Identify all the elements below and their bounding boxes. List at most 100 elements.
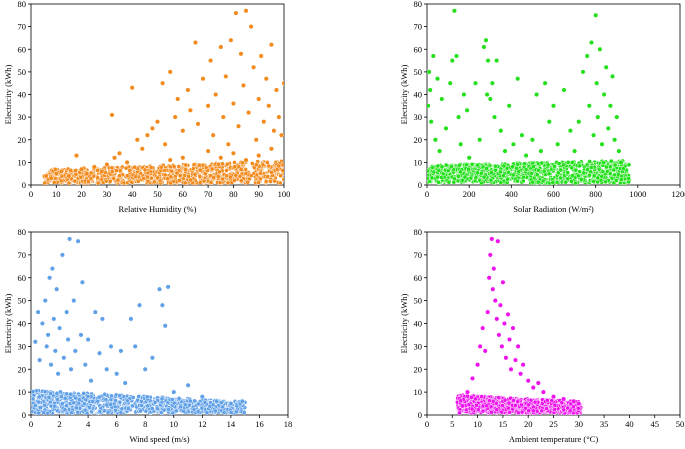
scatter-point	[224, 173, 229, 179]
scatter-point	[427, 103, 431, 109]
scatter-point	[494, 58, 500, 64]
scatter-point	[480, 325, 486, 331]
scatter-point	[205, 148, 211, 154]
scatter-point	[558, 167, 564, 173]
scatter-point	[253, 137, 259, 143]
scatter-point	[500, 403, 505, 408]
scatter-point	[230, 100, 236, 107]
scatter-point	[47, 275, 53, 281]
scatter-point	[273, 87, 279, 93]
scatter-points	[31, 236, 248, 415]
scatter-point	[76, 397, 82, 403]
scatter-point	[478, 170, 484, 176]
x-axis-label: Wind speed (m/s)	[129, 434, 189, 444]
scatter-point	[597, 46, 603, 52]
scatter-point	[159, 396, 165, 402]
scatter-point	[572, 148, 578, 154]
scatter-point	[469, 406, 475, 412]
y-tick-label: 30	[414, 112, 423, 122]
scatter-point	[122, 380, 128, 386]
scatter-point	[446, 179, 452, 185]
scatter-point	[443, 162, 449, 168]
x-tick-label: 90	[254, 189, 263, 199]
scatter-point	[515, 399, 521, 405]
scatter-point	[552, 164, 557, 169]
scatter-point	[523, 153, 529, 159]
scatter-point	[429, 175, 435, 181]
scatter-point	[136, 302, 143, 308]
scatter-point	[168, 174, 174, 180]
scatter-point	[92, 309, 98, 315]
scatter-point	[218, 400, 224, 406]
y-axis-label: Electricity (kWh)	[399, 64, 409, 124]
scatter-point	[68, 366, 74, 372]
y-tick-label: 20	[18, 364, 27, 374]
scatter-point	[586, 103, 592, 109]
scatter-point	[54, 390, 60, 396]
scatter-point	[79, 166, 85, 172]
scatter-point	[595, 114, 601, 120]
scatter-point	[437, 148, 443, 154]
scatter-point	[220, 114, 226, 120]
scatter-point	[237, 174, 243, 179]
scatter-point	[567, 128, 573, 134]
scatter-point	[42, 180, 48, 185]
scatter-point	[434, 76, 441, 82]
scatter-point	[187, 107, 193, 113]
scatter-point	[490, 286, 496, 292]
y-tick-label: 0	[418, 180, 422, 190]
scatter-point	[171, 389, 177, 395]
scatter-point	[585, 167, 591, 172]
scatter-point	[481, 44, 487, 50]
y-tick-label: 30	[18, 112, 27, 122]
x-tick-label: 30	[575, 419, 584, 429]
scatter-point	[55, 371, 61, 377]
scatter-point	[466, 166, 471, 172]
scatter-point	[45, 332, 51, 338]
y-tick-label: 50	[18, 296, 27, 306]
scatter-point	[510, 172, 516, 178]
scatter-point	[449, 58, 455, 64]
scatter-point	[491, 266, 497, 272]
scatter-point	[436, 167, 442, 173]
x-tick-label: 15	[499, 419, 508, 429]
scatter-point	[108, 343, 114, 349]
scatter-point	[195, 409, 201, 414]
scatter-point	[129, 180, 135, 185]
scatter-point	[32, 403, 38, 408]
scatter-point	[58, 178, 64, 184]
scatter-point	[565, 170, 571, 175]
x-tick-label: 50	[676, 419, 685, 429]
scatter-point	[211, 175, 216, 180]
scatter-point	[177, 173, 183, 178]
scatter-points	[427, 8, 632, 185]
scatter-point	[225, 180, 231, 185]
y-tick-label: 40	[414, 90, 423, 100]
scatter-point	[53, 171, 59, 177]
scatter-point	[603, 179, 609, 185]
scatter-point	[466, 402, 472, 408]
scatter-point	[618, 159, 624, 165]
scatter-point	[109, 169, 115, 174]
scatter-point	[102, 408, 107, 414]
scatter-point	[516, 169, 522, 174]
scatter-point	[480, 408, 486, 414]
scatter-point	[217, 180, 223, 185]
scatter-point	[149, 175, 154, 181]
scatter-point	[577, 163, 582, 169]
scatter-point	[475, 362, 481, 368]
x-tick-label: 600	[547, 189, 560, 199]
scatter-point	[97, 409, 103, 415]
scatter-point	[176, 178, 182, 183]
scatter-point	[439, 164, 445, 170]
scatter-point	[197, 167, 203, 173]
scatter-point	[518, 371, 524, 377]
scatter-point	[519, 402, 524, 408]
scatter-point	[111, 155, 118, 161]
scatter-point	[246, 110, 252, 116]
scatter-point	[228, 37, 234, 43]
scatter-point	[45, 410, 50, 415]
x-tick-label: 50	[153, 189, 162, 199]
scatter-point	[215, 173, 221, 179]
scatter-point	[96, 350, 103, 356]
